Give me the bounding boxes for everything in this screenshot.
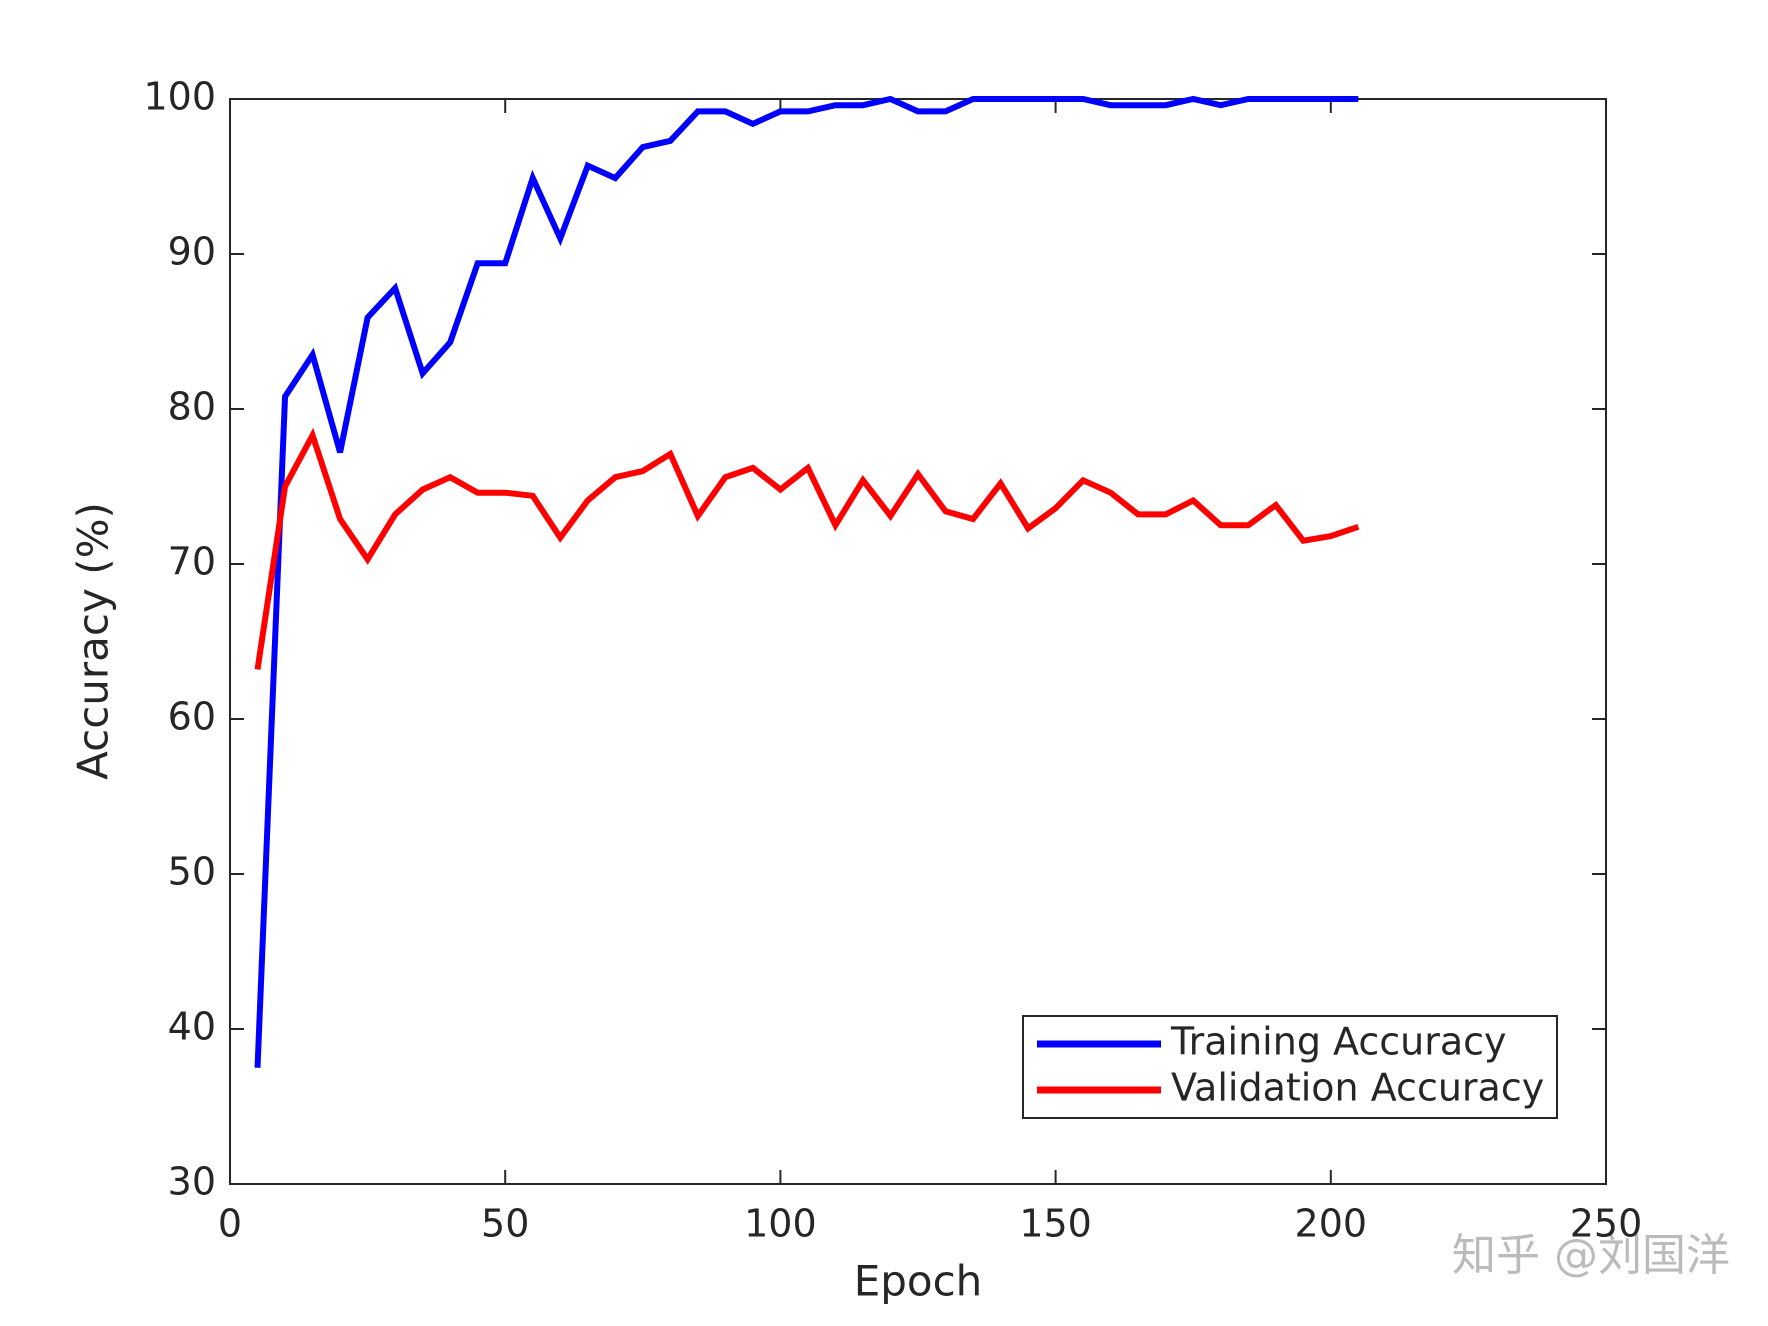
y-tick-label: 90 (168, 230, 216, 274)
data-line (254, 95, 1359, 1068)
legend-label: Validation Accuracy (1171, 1066, 1544, 1110)
x-tick-label: 200 (1295, 1202, 1368, 1246)
x-axis-label: Epoch (854, 1257, 983, 1306)
x-tick-label: 0 (218, 1202, 242, 1246)
data-line (254, 427, 1360, 670)
y-tick-label: 80 (168, 385, 216, 429)
y-tick-label: 70 (168, 540, 216, 584)
x-tick-label: 150 (1019, 1202, 1092, 1246)
x-tick-label: 50 (481, 1202, 529, 1246)
legend-label: Training Accuracy (1170, 1020, 1507, 1064)
x-tick-label: 100 (744, 1202, 817, 1246)
watermark: 知乎 @刘国洋 (1452, 1230, 1730, 1281)
y-tick-label: 40 (168, 1005, 216, 1049)
x-tick-label: 250 (1570, 1202, 1643, 1246)
legend-box (1022, 1015, 1558, 1119)
axes-box (229, 98, 1607, 1185)
y-tick-label: 50 (168, 850, 216, 894)
y-tick-label: 60 (168, 695, 216, 739)
y-tick-label: 100 (143, 75, 216, 119)
y-axis-label: Accuracy (%) (69, 502, 118, 780)
y-tick-label: 30 (168, 1160, 216, 1204)
